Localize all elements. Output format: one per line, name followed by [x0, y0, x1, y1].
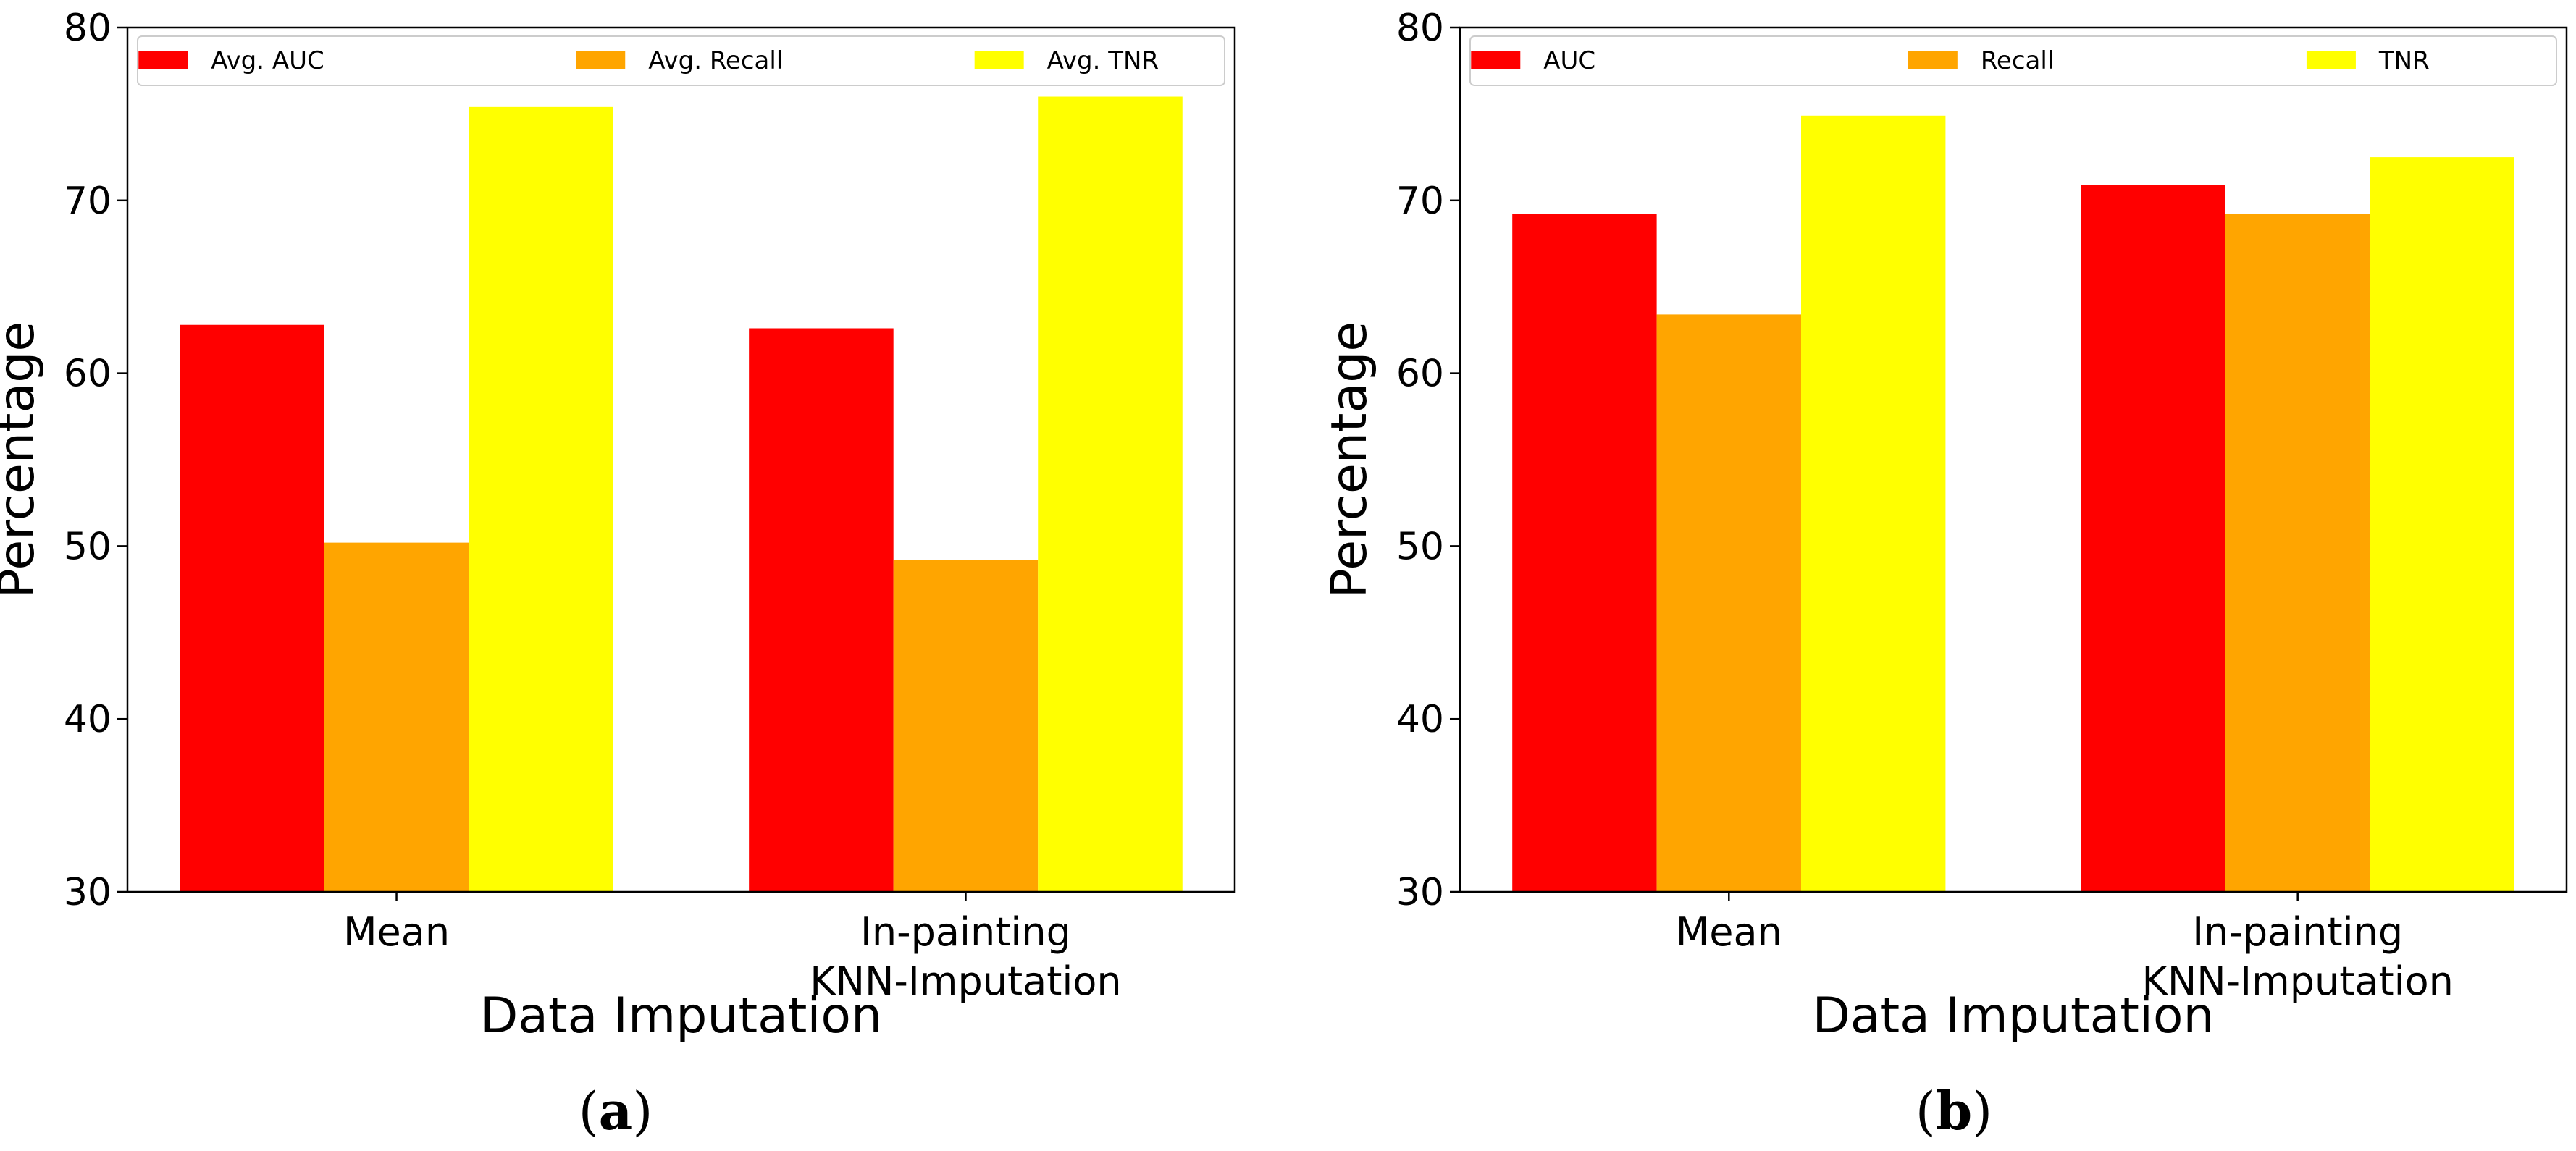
legend-box — [1469, 35, 2557, 86]
y-tick-label: 50 — [1396, 525, 1444, 568]
x-axis-label: Data Imputation — [1812, 987, 2214, 1045]
y-tick-label: 40 — [1396, 698, 1444, 741]
legend-label: Avg. Recall — [648, 46, 783, 75]
y-tick-label: 60 — [64, 353, 112, 396]
y-tick-label: 50 — [64, 525, 112, 568]
plot-frame — [126, 26, 1236, 893]
panel-caption: (b) — [1916, 1080, 1993, 1142]
legend-swatch — [1471, 51, 1521, 69]
legend-swatch — [974, 51, 1024, 69]
bar-avg-recall-1 — [324, 542, 469, 892]
bar-avg-recall-2 — [893, 560, 1039, 892]
plot-frame — [1459, 26, 2568, 893]
bar-tnr-2 — [2370, 157, 2514, 893]
y-axis-label: Percentage — [1321, 321, 1378, 599]
legend-label: TNR — [2378, 46, 2430, 75]
legend-swatch — [1908, 51, 1958, 69]
legend-swatch — [138, 51, 188, 69]
chart-panel-a: 30 40 50 60 70 80 Mean In-painting KNN-Imputatio… — [0, 7, 1236, 1142]
bar-auc-2 — [2081, 185, 2225, 893]
legend-swatch — [576, 51, 626, 69]
legend-label: Avg. AUC — [211, 46, 324, 75]
legend-label: AUC — [1543, 46, 1595, 75]
bar-avg-auc-1 — [180, 324, 324, 893]
bar-avg-tnr-1 — [469, 106, 613, 892]
x-tick-label: Mean — [343, 909, 450, 955]
legend: AUC Recall TNR — [1469, 35, 2557, 86]
bar-recall-1 — [1656, 314, 1802, 893]
bar-avg-auc-2 — [749, 328, 894, 893]
y-tick-label: 40 — [64, 698, 112, 741]
y-tick-label: 60 — [1396, 353, 1444, 396]
legend-box — [137, 35, 1225, 86]
y-tick-label: 80 — [64, 7, 112, 50]
x-tick-label: In-painting KNN-Imputation — [2141, 909, 2453, 1004]
bar-recall-2 — [2225, 214, 2370, 892]
y-tick-label: 80 — [1396, 7, 1444, 50]
y-axis-label: Percentage — [0, 321, 46, 599]
chart-panel-b: 30 40 50 60 70 80 Mean In-painting KNN-Imputatio… — [1321, 7, 2568, 1142]
bar-auc-1 — [1512, 214, 1657, 892]
y-tick-label: 70 — [64, 180, 112, 223]
panel-caption: (a) — [579, 1080, 653, 1142]
legend-swatch — [2306, 51, 2356, 69]
x-tick-label: Mean — [1676, 909, 1782, 955]
legend-label: Recall — [1981, 46, 2054, 75]
y-tick-label: 30 — [64, 871, 112, 914]
x-axis-label: Data Imputation — [480, 987, 882, 1045]
y-tick-label: 70 — [1396, 180, 1444, 223]
y-tick-label: 30 — [1396, 871, 1444, 914]
legend-label: Avg. TNR — [1047, 46, 1159, 75]
x-tick-label: In-painting KNN-Imputation — [810, 909, 1121, 1004]
bar-tnr-1 — [1801, 115, 1946, 893]
legend: Avg. AUC Avg. Recall Avg. TNR — [137, 35, 1225, 86]
bar-avg-tnr-2 — [1038, 96, 1183, 892]
